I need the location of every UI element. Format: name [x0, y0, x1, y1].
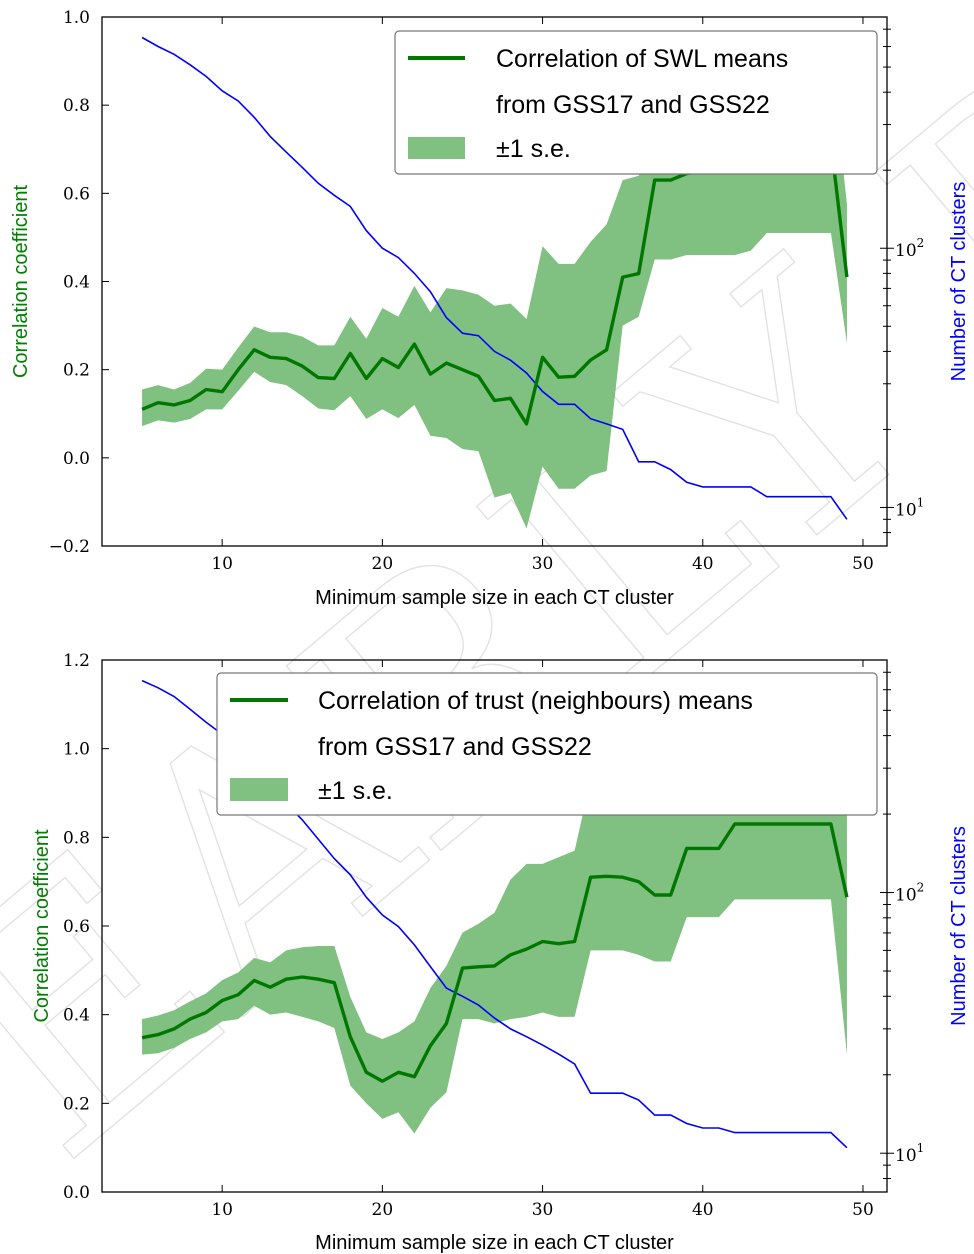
x-tick-label: 40: [692, 554, 714, 574]
x-tick-label: 30: [532, 554, 554, 574]
clusters-line: [141, 36, 848, 520]
y-tick-label: 1.0: [63, 8, 90, 28]
x-tick-label: 40: [692, 1200, 714, 1220]
y-tick-label: 0.6: [63, 184, 90, 204]
x-tick-label: 50: [852, 1200, 874, 1220]
y2-axis-title: Number of CT clusters: [948, 826, 970, 1026]
x-tick-label: 20: [372, 554, 394, 574]
y2-tick-label: 102: [895, 881, 924, 906]
y-tick-label: 0.8: [63, 96, 90, 116]
y-tick-label: 0.4: [63, 1006, 90, 1026]
y-tick-label: −0.2: [49, 537, 90, 557]
y-tick-label: 1.0: [63, 740, 90, 760]
y-tick-label: 0.8: [63, 828, 90, 848]
y-tick-label: 1.2: [63, 651, 90, 671]
y-tick-label: 0.2: [63, 1094, 90, 1114]
x-tick-label: 10: [211, 1200, 233, 1220]
x-axis-title: Minimum sample size in each CT cluster: [315, 1232, 674, 1254]
legend-band-swatch: [408, 137, 465, 159]
legend-band-label: ±1 s.e.: [318, 777, 393, 805]
legend: Correlation of SWL means from GSS17 and …: [394, 30, 878, 175]
y-tick-label: 0.0: [63, 449, 90, 469]
y2-tick-label: 101: [895, 1141, 924, 1166]
legend-box: [394, 30, 878, 175]
y-axis-title: Correlation coefficient: [31, 829, 53, 1023]
y2-axis-title: Number of CT clusters: [948, 182, 970, 382]
se-band: [142, 744, 847, 1134]
panel-trust: 10 20 30 40 50 0.0 0.2 0.4 0.6 0.8 1.0 1.2 101 102 Mi…: [31, 651, 970, 1254]
x-tick-label: 10: [211, 554, 233, 574]
legend-band-swatch: [230, 778, 288, 801]
legend-band-label: ±1 s.e.: [496, 135, 571, 163]
legend-box: [216, 672, 878, 816]
legend-line-label-1: Correlation of SWL means: [496, 45, 788, 73]
x-tick-label: 30: [532, 1200, 554, 1220]
y-tick-label: 0.6: [63, 917, 90, 937]
legend-line-label-2: from GSS17 and GSS22: [496, 91, 770, 119]
legend-line-label-2: from GSS17 and GSS22: [318, 733, 592, 761]
x-tick-label: 20: [372, 1200, 394, 1220]
y-axis-title: Correlation coefficient: [10, 185, 32, 379]
correlation-line: [141, 822, 849, 1083]
y-tick-label: 0.0: [63, 1183, 90, 1203]
legend-line-label-1: Correlation of trust (neighbours) means: [318, 687, 753, 715]
x-tick-label: 50: [852, 554, 874, 574]
band-layer: [142, 744, 847, 1134]
y-tick-label: 0.4: [63, 273, 90, 293]
tick-layer: 10 20 30 40 50 0.0 0.2 0.4 0.6 0.8 1.0 1.2 101 102: [63, 651, 924, 1220]
legend: Correlation of trust (neighbours) means …: [216, 672, 878, 816]
x-axis-title: Minimum sample size in each CT cluster: [315, 587, 674, 609]
y-tick-label: 0.2: [63, 361, 90, 381]
